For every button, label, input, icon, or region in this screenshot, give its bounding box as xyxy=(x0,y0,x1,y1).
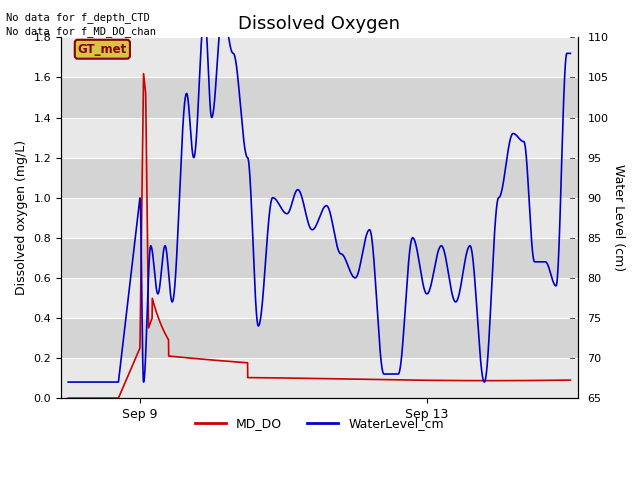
Y-axis label: Water Level (cm): Water Level (cm) xyxy=(612,164,625,271)
Text: No data for f_depth_CTD: No data for f_depth_CTD xyxy=(6,12,150,23)
Y-axis label: Dissolved oxygen (mg/L): Dissolved oxygen (mg/L) xyxy=(15,140,28,295)
Bar xyxy=(61,118,578,157)
Bar xyxy=(61,278,578,318)
Bar xyxy=(61,77,578,118)
Bar xyxy=(61,238,578,278)
Bar xyxy=(61,157,578,198)
Bar xyxy=(61,198,578,238)
Text: No data for f_MD_DO_chan: No data for f_MD_DO_chan xyxy=(6,26,156,37)
Legend: MD_DO, WaterLevel_cm: MD_DO, WaterLevel_cm xyxy=(189,412,449,435)
Bar xyxy=(61,37,578,77)
Title: Dissolved Oxygen: Dissolved Oxygen xyxy=(238,15,400,33)
Bar xyxy=(61,358,578,398)
Text: GT_met: GT_met xyxy=(77,43,127,56)
Bar xyxy=(61,318,578,358)
